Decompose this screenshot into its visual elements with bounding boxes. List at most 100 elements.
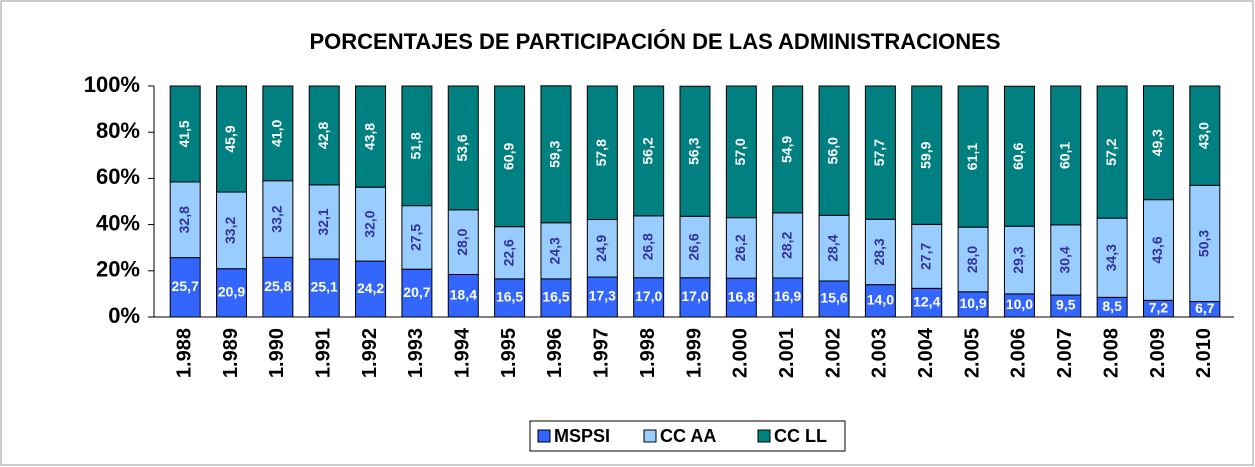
bar-segment [494,278,526,318]
data-label: 24,3 [547,237,563,264]
data-label: 26,6 [686,233,702,260]
data-label: 28,0 [454,228,470,255]
y-tick-label: 100% [84,72,140,97]
bar-segment [169,181,201,259]
data-label: 29,3 [1010,246,1026,273]
data-label: 54,9 [778,136,794,163]
data-label: 53,6 [454,134,470,161]
data-label: 32,8 [176,206,192,233]
x-tick-label: 2.009 [1147,328,1169,378]
data-label: 43,8 [361,123,377,150]
data-label: 16,8 [728,288,755,304]
data-label: 41,0 [269,120,285,147]
data-label: 42,8 [315,122,331,149]
x-tick-label: 1.988 [173,328,195,378]
x-tick-label: 1.999 [683,328,705,378]
bar-segment [772,277,804,318]
bar-segment [401,205,433,270]
data-label: 20,9 [218,284,245,300]
bar-segment [1003,85,1035,227]
data-label: 43,6 [1149,236,1165,263]
legend-box [529,420,846,452]
data-label: 25,7 [172,278,199,294]
bar-segment [725,85,757,219]
data-label: 41,5 [176,120,192,147]
bar-segment [679,215,711,279]
data-label: 24,2 [357,280,384,296]
data-label: 28,3 [871,238,887,265]
bar-segment [216,85,248,193]
data-label: 61,1 [964,143,980,170]
data-label: 15,6 [820,290,847,306]
data-label: 10,9 [959,295,986,311]
bar-segment [1096,85,1128,219]
data-label: 32,1 [315,208,331,235]
bar-segment [355,85,387,188]
bar-segment [308,258,340,318]
bar-segment [772,85,804,214]
legend-swatch [537,429,551,443]
x-tick-label: 1.990 [266,328,288,378]
x-tick-label: 2.007 [1054,328,1076,378]
x-tick-label: 2.006 [1008,328,1030,378]
data-label: 59,9 [917,141,933,168]
bar-segment [1189,85,1221,186]
bar-segment [169,257,201,318]
bar-segment [957,226,989,293]
data-label: 56,3 [686,137,702,164]
bar-segment [401,268,433,318]
bar-segment [818,85,850,216]
bar-segment [216,268,248,318]
data-label: 60,1 [1056,142,1072,169]
data-label: 17,0 [635,288,662,304]
bar-segment [447,85,479,211]
data-label: 50,3 [1196,230,1212,257]
data-label: 17,3 [589,288,616,304]
bar-segment [494,85,526,228]
data-label: 51,8 [408,132,424,159]
data-label: 32,0 [361,210,377,237]
data-label: 28,4 [825,234,841,261]
bar-segment [633,85,665,217]
data-label: 22,6 [500,239,516,266]
data-label: 17,0 [681,288,708,304]
bar-segment [1050,85,1082,226]
bar-segment [447,209,479,275]
data-label: 7,2 [1149,299,1169,315]
y-tick-label: 20% [96,257,140,282]
data-label: 20,7 [403,284,430,300]
bar-segment [494,226,526,280]
bar-segment [586,85,618,221]
data-label: 34,3 [1103,244,1119,271]
data-label: 57,7 [871,139,887,166]
data-label: 28,0 [964,246,980,273]
data-label: 59,3 [547,140,563,167]
data-label: 45,9 [222,125,238,152]
legend-label: CC LL [774,426,827,446]
data-label: 27,5 [408,224,424,251]
data-label: 43,0 [1196,122,1212,149]
x-tick-label: 2.001 [776,328,798,378]
bar-segment [957,85,989,228]
bar-segment [308,85,340,186]
bar-segment [633,215,665,279]
data-label: 26,2 [732,234,748,261]
data-label: 16,9 [774,288,801,304]
bar-segment [818,280,850,318]
data-label: 14,0 [867,292,894,308]
bar-segment [911,85,943,225]
x-tick-label: 2.010 [1193,328,1215,378]
bar-segment [540,278,572,318]
data-label: 57,8 [593,139,609,166]
x-tick-label: 1.989 [220,328,242,378]
data-label: 25,8 [264,278,291,294]
data-label: 26,8 [639,233,655,260]
data-label: 18,4 [450,286,477,302]
data-label: 49,3 [1149,129,1165,156]
x-tick-label: 1.992 [359,328,381,378]
x-tick-label: 1.996 [544,328,566,378]
data-label: 12,4 [913,293,940,309]
bar-segment [262,256,294,318]
bar-segment [864,85,896,220]
